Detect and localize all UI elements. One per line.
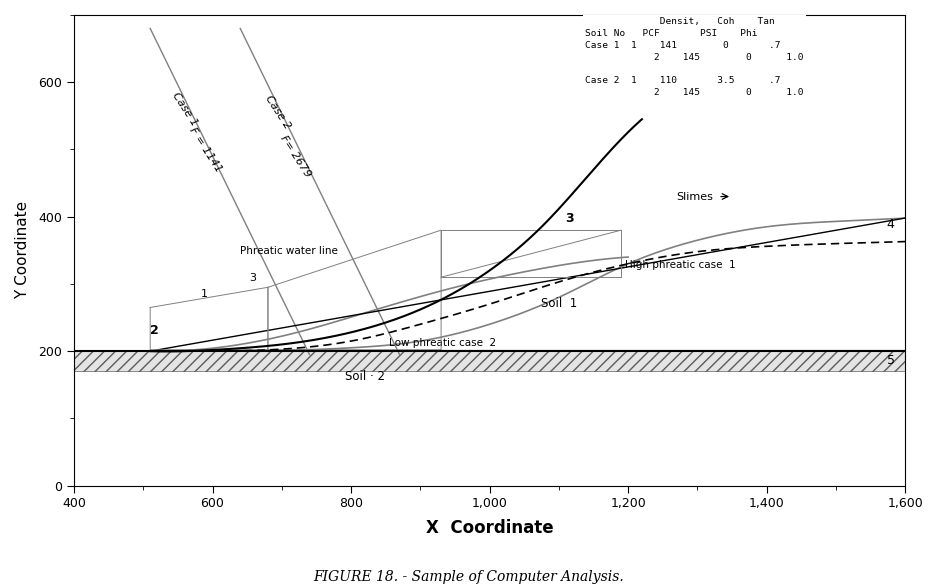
Text: 4: 4 — [886, 218, 895, 231]
Text: Phreatic water line: Phreatic water line — [240, 246, 338, 256]
Text: FIGURE 18. - Sample of Computer Analysis.: FIGURE 18. - Sample of Computer Analysis… — [313, 570, 625, 584]
Text: 3: 3 — [565, 212, 573, 225]
Bar — [74, 351, 905, 372]
Text: Soil · 2: Soil · 2 — [345, 370, 385, 383]
Text: 3: 3 — [250, 272, 256, 282]
Text: Densit,   Coh    Tan
Soil No   PCF       PSI    Phi
Case 1  1    141        0   : Densit, Coh Tan Soil No PCF PSI Phi Case… — [585, 18, 804, 97]
Text: 2: 2 — [150, 323, 159, 337]
Text: Case 2: Case 2 — [264, 94, 293, 131]
Text: Slimes: Slimes — [676, 191, 714, 201]
Text: Case 1: Case 1 — [171, 90, 200, 128]
Text: High phreatic case  1: High phreatic case 1 — [625, 261, 735, 271]
Text: F= 2679: F= 2679 — [279, 133, 313, 179]
Text: Soil  1: Soil 1 — [540, 298, 577, 311]
Y-axis label: Y Coordinate: Y Coordinate — [15, 201, 30, 299]
Text: 1: 1 — [201, 289, 207, 299]
X-axis label: X  Coordinate: X Coordinate — [426, 519, 553, 537]
Text: Low phreatic case  2: Low phreatic case 2 — [389, 338, 496, 348]
Text: F = 1141: F = 1141 — [188, 125, 224, 174]
Text: 5: 5 — [886, 354, 895, 367]
